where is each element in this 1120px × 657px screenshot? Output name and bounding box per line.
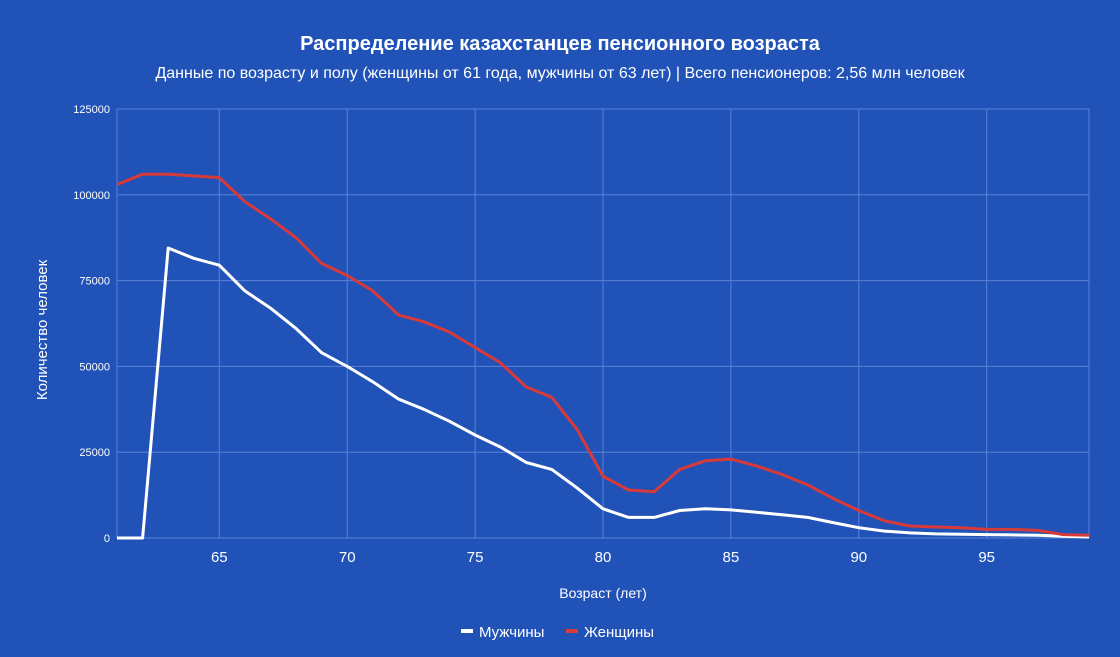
- y-tick-label-0: 0: [104, 533, 110, 545]
- y-tick-labels: 0 25000 50000 75000 100000 125000: [73, 104, 110, 545]
- y-axis-label: Количество человек: [34, 259, 51, 400]
- chart-subtitle: Данные по возрасту и полу (женщины от 61…: [155, 65, 965, 82]
- x-tick-label-90: 90: [850, 549, 867, 566]
- y-tick-label-50000: 50000: [79, 361, 110, 373]
- y-tick-label-125000: 125000: [73, 104, 110, 116]
- x-tick-labels: 65 70 75 80 85 90 95: [211, 549, 995, 566]
- x-tick-label-80: 80: [595, 549, 612, 566]
- grid-lines: [116, 108, 1090, 539]
- x-tick-label-70: 70: [339, 549, 356, 566]
- y-tick-label-25000: 25000: [79, 447, 110, 459]
- series-line-men: [117, 246, 1090, 540]
- chart-title: Распределение казахстанцев пенсионного в…: [300, 33, 821, 55]
- y-tick-label-100000: 100000: [73, 190, 110, 202]
- x-tick-label-95: 95: [978, 549, 995, 566]
- y-tick-label-75000: 75000: [79, 276, 110, 288]
- series-line-women: [116, 172, 1090, 537]
- x-tick-label-65: 65: [211, 549, 228, 566]
- series-lines: [116, 172, 1090, 540]
- x-tick-label-75: 75: [467, 549, 484, 566]
- x-tick-label-85: 85: [723, 549, 740, 566]
- legend-label-men: Мужчины: [479, 624, 544, 641]
- x-axis-label: Возраст (лет): [559, 585, 647, 601]
- legend-label-women: Женщины: [584, 624, 654, 641]
- legend: Мужчины Женщины: [461, 624, 654, 641]
